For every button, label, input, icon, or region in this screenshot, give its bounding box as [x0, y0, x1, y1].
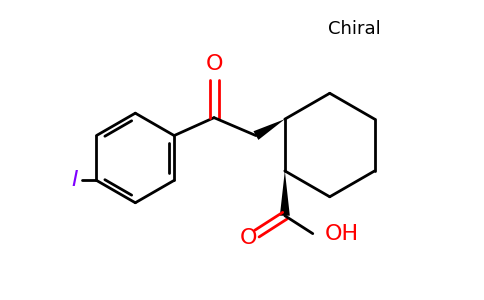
Text: O: O	[205, 54, 223, 74]
Text: Chiral: Chiral	[328, 20, 381, 38]
Polygon shape	[254, 119, 285, 140]
Text: I: I	[71, 170, 78, 190]
Text: OH: OH	[325, 224, 359, 244]
Polygon shape	[280, 171, 290, 216]
Text: O: O	[240, 228, 257, 247]
